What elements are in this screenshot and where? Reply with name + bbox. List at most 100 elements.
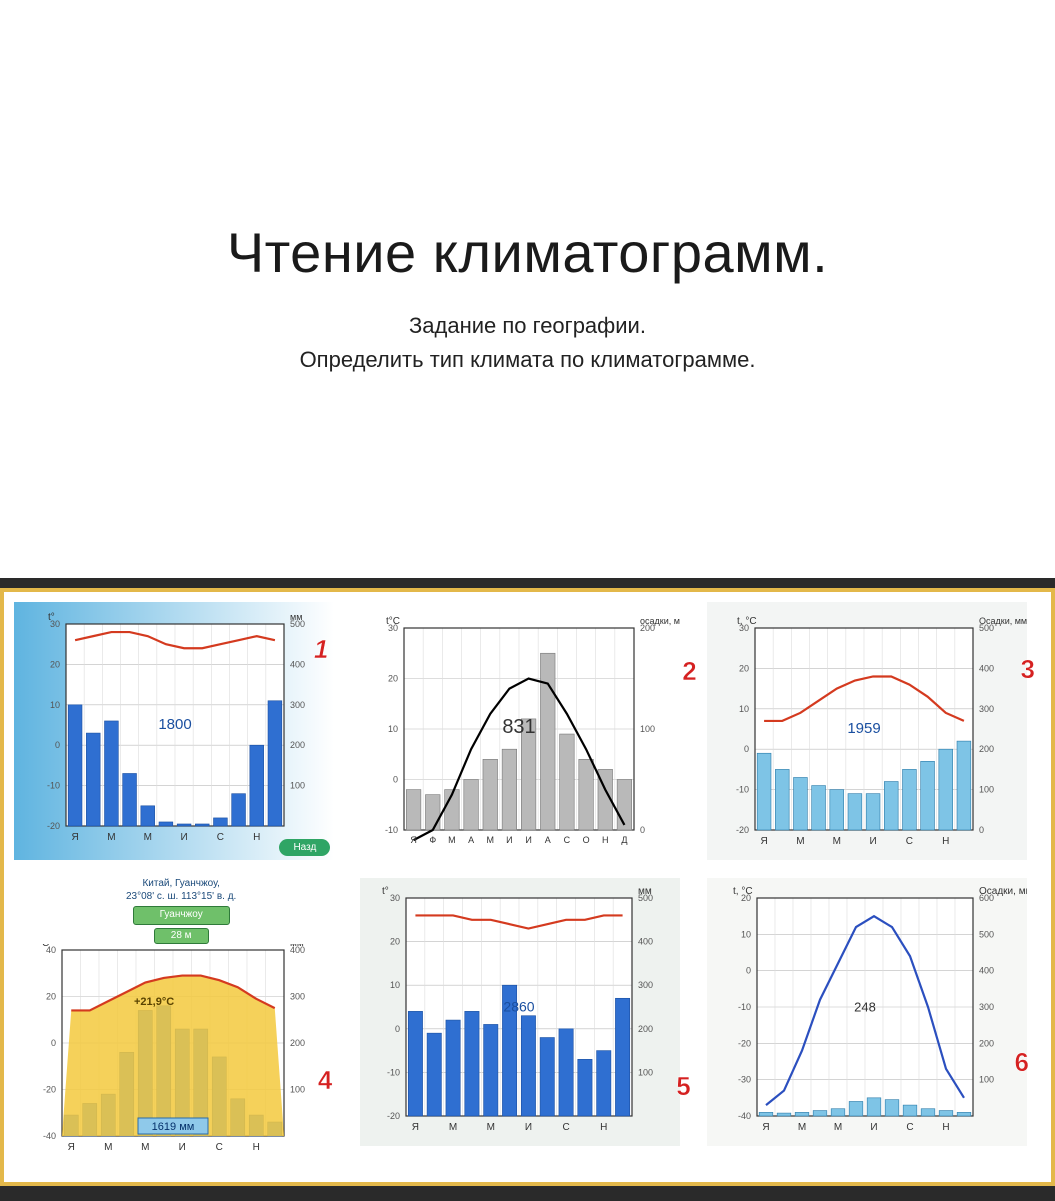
svg-text:0: 0: [746, 966, 751, 976]
svg-text:0: 0: [393, 775, 398, 785]
svg-text:И: И: [526, 835, 532, 845]
svg-text:248: 248: [854, 999, 876, 1014]
panel-number-3: 3: [1021, 654, 1035, 685]
climogram-3: 3020100-10-205004003002001000ЯММИСНt, °C…: [707, 602, 1041, 860]
svg-text:С: С: [905, 836, 912, 847]
svg-text:С: С: [906, 1122, 913, 1133]
svg-text:200: 200: [979, 744, 994, 754]
svg-text:-20: -20: [738, 1038, 751, 1048]
charts-slide: 3020100-10-20500400300200100ЯММИСНt°мм18…: [0, 588, 1055, 1186]
svg-text:Ф: Ф: [430, 835, 437, 845]
climogram-5: 3020100-10-20500400300200100ЯММИСНt°мм28…: [360, 878, 694, 1164]
svg-text:И: И: [869, 836, 876, 847]
svg-text:М: М: [833, 1122, 841, 1133]
svg-text:Осадки, мм: Осадки, мм: [979, 616, 1027, 626]
panel4-pill-city: Гуанчжоу: [133, 906, 230, 925]
svg-text:Я: Я: [760, 836, 767, 847]
svg-text:-10: -10: [387, 1067, 400, 1077]
svg-text:М: М: [141, 1142, 149, 1153]
svg-text:Н: Н: [942, 1122, 949, 1133]
page-title: Чтение климатограмм.: [227, 220, 828, 285]
svg-text:О: О: [583, 835, 590, 845]
svg-text:20: 20: [739, 663, 749, 673]
svg-text:А: А: [468, 835, 474, 845]
panel4-header-line1: Китай, Гуанчжоу,: [14, 878, 348, 891]
svg-text:М: М: [797, 1122, 805, 1133]
svg-text:1800: 1800: [158, 716, 191, 733]
svg-text:И: И: [507, 835, 513, 845]
svg-text:°C: °C: [38, 944, 49, 949]
panel4-mean-temp: +21,9°C: [134, 996, 174, 1008]
svg-text:0: 0: [744, 744, 749, 754]
svg-text:1959: 1959: [847, 720, 880, 737]
svg-text:Я: Я: [68, 1142, 75, 1153]
svg-text:10: 10: [739, 704, 749, 714]
climogram-1: 3020100-10-20500400300200100ЯММИСНt°мм18…: [14, 602, 348, 860]
subtitle-2: Определить тип климата по климатограмме.: [300, 347, 756, 373]
svg-text:М: М: [144, 832, 152, 843]
svg-text:400: 400: [979, 966, 994, 976]
svg-text:И: И: [870, 1122, 877, 1133]
svg-text:М: М: [832, 836, 840, 847]
svg-text:200: 200: [290, 1038, 305, 1048]
svg-text:2860: 2860: [504, 998, 535, 1014]
svg-text:0: 0: [51, 1038, 56, 1048]
svg-text:400: 400: [290, 659, 305, 669]
svg-text:t°: t°: [382, 886, 389, 897]
svg-text:0: 0: [979, 825, 984, 835]
svg-text:Я: Я: [71, 832, 78, 843]
svg-text:-20: -20: [387, 1111, 400, 1121]
svg-text:300: 300: [638, 980, 653, 990]
svg-text:-30: -30: [738, 1075, 751, 1085]
climogram-6: 20100-10-20-30-40600500400300200100ЯММИС…: [707, 878, 1041, 1164]
svg-text:С: С: [217, 832, 224, 843]
climogram-2: 3020100-102001000ЯФМАМИИАСОНДt°Cосадки, …: [360, 602, 694, 860]
svg-text:20: 20: [46, 992, 56, 1002]
svg-text:Я: Я: [412, 1122, 419, 1133]
svg-text:-40: -40: [43, 1131, 56, 1141]
svg-text:10: 10: [50, 700, 60, 710]
svg-text:100: 100: [638, 1067, 653, 1077]
svg-text:М: М: [487, 1122, 495, 1133]
panel-number-6: 6: [1015, 1047, 1029, 1078]
panel-number-2: 2: [682, 656, 696, 687]
svg-text:М: М: [107, 832, 115, 843]
svg-text:А: А: [545, 835, 551, 845]
svg-text:100: 100: [979, 785, 994, 795]
svg-text:Я: Я: [411, 835, 418, 845]
svg-text:200: 200: [290, 740, 305, 750]
svg-text:-10: -10: [736, 785, 749, 795]
panel-number-4: 4: [318, 1065, 332, 1096]
svg-text:Н: Н: [602, 835, 609, 845]
svg-text:-10: -10: [47, 781, 60, 791]
svg-text:300: 300: [290, 700, 305, 710]
svg-text:1619 мм: 1619 мм: [152, 1121, 195, 1133]
svg-text:М: М: [449, 1122, 457, 1133]
svg-text:0: 0: [395, 1024, 400, 1034]
svg-text:300: 300: [979, 1002, 994, 1012]
back-badge[interactable]: Назд: [279, 839, 330, 856]
svg-text:С: С: [564, 835, 571, 845]
svg-text:10: 10: [741, 929, 751, 939]
svg-text:100: 100: [979, 1075, 994, 1085]
subtitle-1: Задание по географии.: [409, 313, 646, 339]
svg-text:Осадки, мм: Осадки, мм: [979, 886, 1027, 897]
svg-text:300: 300: [290, 992, 305, 1002]
svg-text:Д: Д: [622, 835, 628, 845]
title-slide: Чтение климатограмм. Задание по географи…: [0, 0, 1055, 578]
svg-text:100: 100: [290, 1085, 305, 1095]
svg-text:400: 400: [979, 663, 994, 673]
svg-text:20: 20: [390, 937, 400, 947]
svg-text:-10: -10: [385, 825, 398, 835]
svg-text:И: И: [179, 1142, 186, 1153]
svg-text:831: 831: [503, 716, 536, 738]
svg-text:М: М: [448, 835, 456, 845]
svg-text:И: И: [180, 832, 187, 843]
svg-text:200: 200: [638, 1024, 653, 1034]
svg-text:400: 400: [638, 937, 653, 947]
svg-text:500: 500: [979, 929, 994, 939]
svg-text:М: М: [796, 836, 804, 847]
svg-text:-20: -20: [47, 821, 60, 831]
svg-text:осадки, мм: осадки, мм: [640, 616, 680, 626]
panel-number-1: 1: [314, 634, 328, 665]
